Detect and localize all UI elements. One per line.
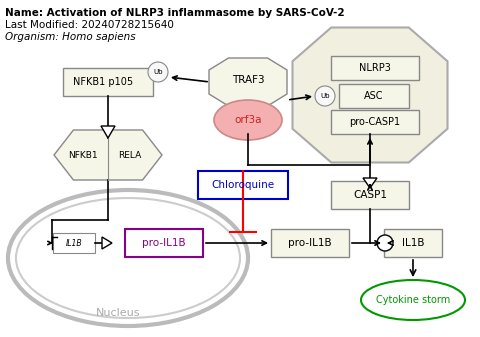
Circle shape (148, 62, 168, 82)
Text: IL1B: IL1B (402, 238, 424, 248)
Bar (125, 229, 203, 257)
Bar (339, 84, 409, 108)
Polygon shape (102, 237, 112, 249)
Bar (53, 233, 95, 253)
Ellipse shape (214, 100, 282, 140)
Text: pro-IL1B: pro-IL1B (288, 238, 332, 248)
Text: Ub: Ub (320, 93, 330, 99)
Text: TRAF3: TRAF3 (232, 75, 264, 85)
Polygon shape (209, 58, 287, 106)
Circle shape (315, 86, 335, 106)
Text: ASC: ASC (364, 91, 384, 101)
Polygon shape (101, 126, 115, 138)
Text: Name: Activation of NLRP3 inflammasome by SARS-CoV-2: Name: Activation of NLRP3 inflammasome b… (5, 8, 345, 18)
Text: pro-CASP1: pro-CASP1 (349, 117, 401, 127)
Polygon shape (292, 28, 447, 162)
Bar (331, 110, 419, 134)
Circle shape (377, 235, 393, 251)
Text: NLRP3: NLRP3 (359, 63, 391, 73)
Text: RELA: RELA (119, 151, 142, 159)
Text: pro-IL1B: pro-IL1B (142, 238, 186, 248)
Text: Nucleus: Nucleus (96, 308, 140, 318)
Text: Cytokine storm: Cytokine storm (376, 295, 450, 305)
Text: Ub: Ub (153, 69, 163, 75)
Text: Last Modified: 20240728215640: Last Modified: 20240728215640 (5, 20, 174, 30)
Text: CASP1: CASP1 (353, 190, 387, 200)
Bar (331, 181, 409, 209)
Text: NFKB1 p105: NFKB1 p105 (73, 77, 133, 87)
Ellipse shape (361, 280, 465, 320)
Bar (384, 229, 442, 257)
Bar (63, 68, 153, 96)
Bar (331, 56, 419, 80)
Text: NFKB1: NFKB1 (68, 151, 98, 159)
Text: orf3a: orf3a (234, 115, 262, 125)
Polygon shape (363, 178, 377, 188)
Text: Chloroquine: Chloroquine (211, 180, 275, 190)
Text: IL1B: IL1B (66, 239, 82, 247)
Polygon shape (54, 130, 162, 180)
Bar (198, 171, 288, 199)
Bar (271, 229, 349, 257)
Text: Organism: Homo sapiens: Organism: Homo sapiens (5, 32, 136, 42)
